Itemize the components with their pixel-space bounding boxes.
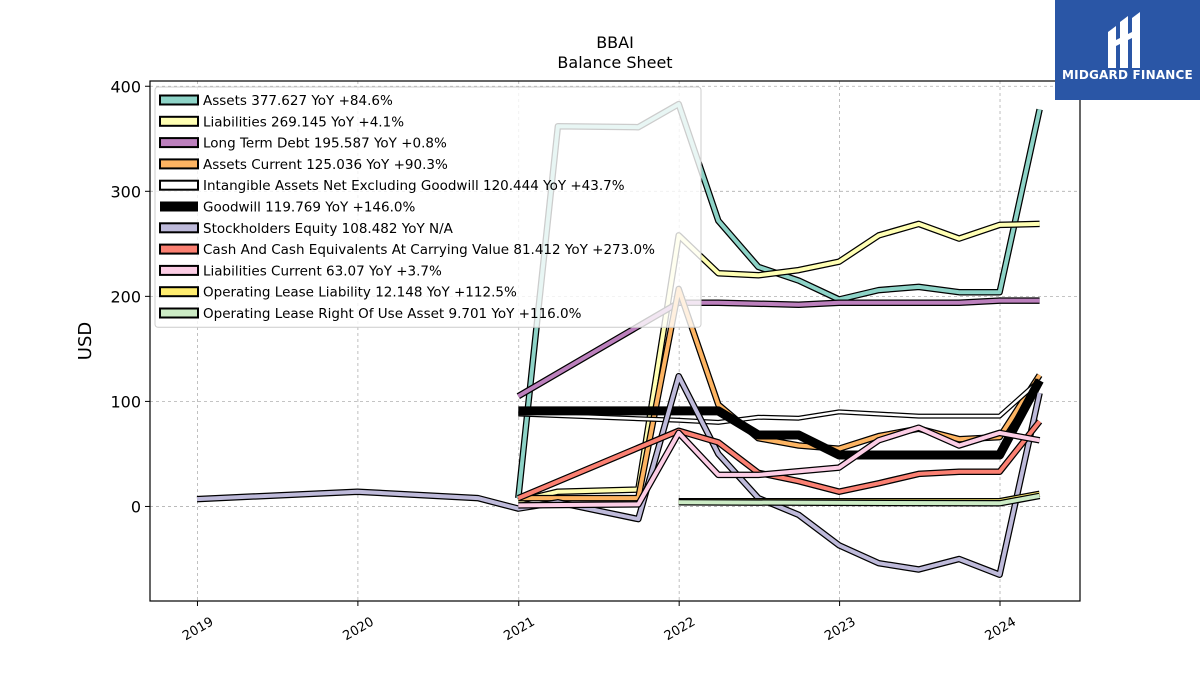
legend-entry: Assets Current 125.036 YoY +90.3% — [159, 157, 448, 173]
x-tick-label: 2021 — [501, 615, 537, 645]
legend-label: Long Term Debt 195.587 YoY +0.8% — [203, 136, 447, 152]
series-stroke — [518, 425, 1040, 508]
logo-mark-icon — [1108, 12, 1140, 68]
x-tick-label: 2022 — [662, 615, 698, 645]
x-tick-label: 2019 — [180, 615, 216, 645]
y-tick-label: 200 — [110, 287, 141, 306]
legend-entry: Operating Lease Liability 12.148 YoY +11… — [159, 285, 517, 301]
series-layer — [196, 100, 1044, 578]
y-axis: 0 100 200 300 400 — [110, 77, 150, 516]
chart-title: BBAI — [596, 33, 634, 52]
plot-frame — [149, 80, 1081, 602]
legend-label: Assets Current 125.036 YoY +90.3% — [203, 157, 448, 173]
legend-entry: Operating Lease Right Of Use Asset 9.701… — [159, 306, 582, 322]
x-axis: 2019 2020 2021 2022 2023 2024 — [180, 601, 1019, 644]
legend-label: Goodwill 119.769 YoY +146.0% — [203, 200, 415, 216]
x-tick-label: 2024 — [983, 615, 1019, 645]
legend-label: Stockholders Equity 108.482 YoY N/A — [203, 221, 454, 237]
y-axis-label: USD — [75, 322, 96, 360]
series-stroke — [517, 420, 1042, 500]
series-line — [517, 419, 1043, 502]
x-tick-label: 2020 — [341, 615, 377, 645]
legend-swatch — [159, 115, 199, 127]
series-stroke — [678, 493, 1040, 506]
legend-label: Intangible Assets Net Excluding Goodwill… — [203, 178, 625, 194]
legend-swatch — [159, 307, 199, 319]
y-tick-label: 400 — [110, 77, 141, 96]
series-line — [516, 297, 1040, 400]
logo-text: MIDGARD FINANCE — [1062, 68, 1193, 82]
legend-entry: Long Term Debt 195.587 YoY +0.8% — [159, 136, 447, 152]
legend-swatch — [159, 222, 199, 234]
legend-entry: Stockholders Equity 108.482 YoY N/A — [159, 221, 454, 237]
series-line — [518, 424, 1041, 509]
legend-label: Operating Lease Right Of Use Asset 9.701… — [203, 306, 582, 322]
legend-swatch — [159, 137, 199, 149]
legend-entry: Liabilities 269.145 YoY +4.1% — [159, 114, 404, 130]
y-tick-label: 300 — [110, 182, 141, 201]
legend-swatch — [159, 158, 199, 170]
legend-label: Operating Lease Liability 12.148 YoY +11… — [203, 285, 517, 301]
y-tick-label: 100 — [110, 392, 141, 411]
midgard-finance-logo: MIDGARD FINANCE — [1055, 0, 1200, 100]
legend-swatch — [159, 179, 199, 191]
y-tick-label: 0 — [131, 497, 141, 516]
legend-entry: Goodwill 119.769 YoY +146.0% — [160, 200, 415, 216]
legend-entry: Assets 377.627 YoY +84.6% — [159, 93, 393, 109]
legend-label: Liabilities Current 63.07 YoY +3.7% — [203, 263, 442, 279]
legend-entry: Cash And Cash Equivalents At Carrying Va… — [159, 242, 655, 258]
legend: Assets 377.627 YoY +84.6% Liabilities 269… — [154, 86, 702, 328]
legend-swatch — [159, 94, 199, 106]
legend-box — [154, 86, 702, 328]
legend-entry: Liabilities Current 63.07 YoY +3.7% — [159, 263, 442, 279]
legend-label: Cash And Cash Equivalents At Carrying Va… — [203, 242, 655, 258]
chart-subtitle: Balance Sheet — [557, 53, 672, 72]
legend-entry: Intangible Assets Net Excluding Goodwill… — [159, 178, 625, 194]
legend-swatch — [159, 286, 199, 298]
legend-label: Liabilities 269.145 YoY +4.1% — [203, 114, 404, 130]
legend-label: Assets 377.627 YoY +84.6% — [203, 93, 393, 109]
series-line — [678, 492, 1041, 507]
legend-swatch — [159, 264, 199, 276]
legend-swatch — [160, 201, 198, 212]
series-stroke — [517, 298, 1040, 398]
legend-swatch — [159, 243, 199, 255]
x-tick-label: 2023 — [822, 615, 858, 645]
